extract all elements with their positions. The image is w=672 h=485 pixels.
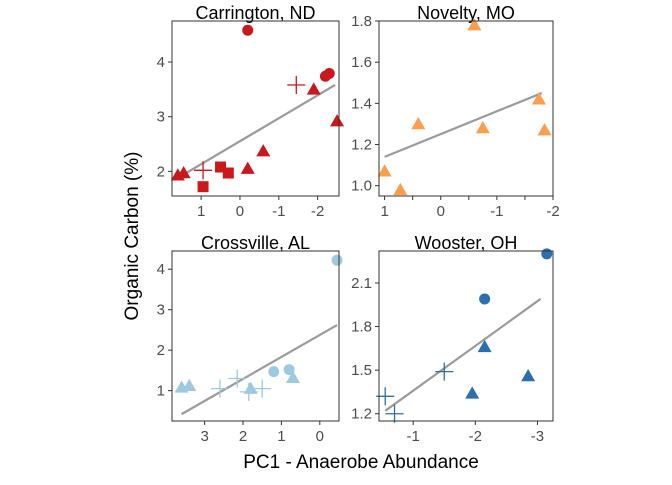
trend-line (181, 324, 338, 416)
x-tick-label: -3 (531, 428, 544, 445)
y-tick-label: 1.8 (351, 319, 372, 336)
y-tick-label: 1.0 (351, 178, 372, 195)
panel-title: Novelty, MO (417, 3, 515, 23)
panel-1: Carrington, ND 1 0 -1 -2 2 3 4 (157, 3, 345, 220)
y-tick-label: 1.5 (351, 362, 372, 379)
trend-line (384, 92, 543, 158)
x-axis-label: PC1 - Anaerobe Abundance (243, 452, 479, 473)
data-point-triangle (521, 368, 536, 382)
y-tick-label: 1 (157, 383, 165, 400)
data-point-circle (541, 248, 553, 260)
x-tick-label: 0 (236, 203, 244, 220)
data-point-cross (253, 379, 272, 398)
data-point-cross (435, 362, 454, 381)
data-point-cross (210, 379, 229, 398)
panel-border (171, 20, 340, 197)
y-tick-label: 3 (157, 302, 165, 319)
y-tick-label: 4 (157, 261, 165, 278)
y-tick-label: 1.4 (351, 95, 372, 112)
x-tick-label: 1 (277, 428, 285, 445)
x-tick-label: -2 (469, 428, 482, 445)
y-tick-label: 4 (157, 54, 165, 71)
y-tick-label: 1.8 (351, 13, 372, 30)
x-tick-label: -1 (272, 203, 285, 220)
x-tick-label: 1 (197, 203, 205, 220)
data-point-triangle (477, 339, 492, 353)
data-point-triangle (537, 123, 552, 136)
x-tick-label: -1 (407, 428, 420, 445)
data-point-cross (194, 161, 213, 180)
panel-title: Carrington, ND (195, 3, 315, 23)
data-point-triangle (467, 18, 482, 31)
data-point-cross (239, 382, 258, 401)
data-point-triangle (240, 161, 255, 174)
data-point-triangle (393, 182, 408, 196)
panel-title: Crossville, AL (201, 233, 310, 253)
x-tick-label: 1 (380, 203, 388, 220)
y-tick-label: 3 (157, 109, 165, 126)
panel-border (378, 20, 554, 197)
data-point-triangle (256, 144, 271, 157)
data-point-triangle (170, 168, 185, 181)
panel-3: Crossville, AL 3 2 1 0 1 2 3 4 (157, 233, 343, 445)
x-tick-label: 2 (239, 428, 247, 445)
data-point-triangle (377, 164, 392, 177)
data-point-triangle (531, 92, 546, 105)
data-point-circle (268, 366, 280, 378)
trend-line (384, 298, 542, 412)
x-tick-label: -2 (311, 203, 324, 220)
data-point-triangle (285, 370, 300, 383)
panel-2: Novelty, MO 1 0 -1 -2 1.0 1.2 1.4 1.6 1.8 (351, 3, 560, 220)
x-tick-label: 3 (200, 428, 208, 445)
data-point-circle (242, 24, 254, 36)
y-tick-label: 1.2 (351, 137, 372, 154)
data-point-triangle (411, 116, 426, 130)
y-tick-label: 1.6 (351, 54, 372, 71)
panel-title: Wooster, OH (415, 233, 518, 253)
x-tick-label: -2 (546, 203, 559, 220)
data-point-triangle (306, 82, 321, 95)
data-point-triangle (330, 114, 345, 127)
data-point-square (222, 167, 234, 179)
panel-4: Wooster, OH -1 -2 -3 1.2 1.5 1.8 2.1 (351, 233, 554, 445)
data-point-circle (283, 364, 295, 376)
trend-line (177, 84, 336, 179)
data-point-triangle (465, 386, 480, 399)
y-tick-label: 2.1 (351, 275, 372, 292)
panel-border (171, 250, 340, 422)
y-axis-label: Organic Carbon (%) (122, 152, 143, 321)
x-tick-label: 0 (437, 203, 445, 220)
data-point-cross (228, 369, 247, 388)
data-point-triangle (243, 381, 258, 394)
y-tick-label: 2 (157, 163, 165, 180)
y-tick-label: 1.2 (351, 406, 372, 423)
x-tick-label: -1 (490, 203, 503, 220)
panel-border (378, 250, 554, 422)
x-tick-label: 0 (316, 428, 324, 445)
data-point-cross (287, 75, 306, 94)
data-point-square (197, 181, 209, 193)
data-point-square (215, 161, 227, 173)
data-point-circle (319, 70, 331, 82)
data-point-triangle (475, 121, 490, 134)
data-point-triangle (182, 378, 197, 392)
data-point-circle (331, 254, 343, 266)
y-tick-label: 2 (157, 342, 165, 359)
data-point-circle (479, 293, 491, 305)
data-point-cross (385, 404, 404, 423)
